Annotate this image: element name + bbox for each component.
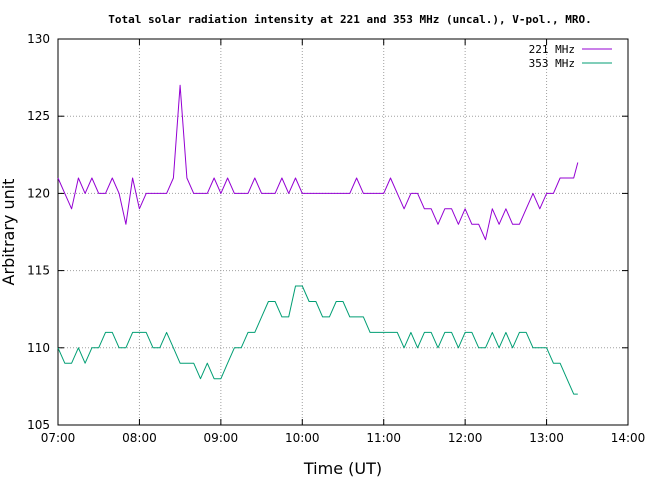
axis-ticks: 07:00 08:00 09:00 10:00 11:00 12:00 13:00 14:00…	[27, 32, 645, 445]
x-tick-label: 10:00	[285, 431, 320, 445]
x-tick-label: 07:00	[41, 431, 76, 445]
legend-label-353: 353 MHz	[529, 57, 575, 70]
series-layer	[57, 84, 579, 395]
y-tick-label: 125	[27, 109, 50, 123]
x-tick-label: 12:00	[448, 431, 483, 445]
grid	[58, 39, 628, 425]
x-tick-label: 14:00	[611, 431, 646, 445]
y-tick-label: 105	[27, 418, 50, 432]
legend-label-221: 221 MHz	[529, 43, 575, 56]
y-tick-label: 110	[27, 341, 50, 355]
x-tick-label: 13:00	[529, 431, 564, 445]
legend: 221 MHz 353 MHz	[529, 43, 612, 70]
x-tick-label: 08:00	[122, 431, 157, 445]
plot-frame	[57, 38, 629, 426]
y-tick-label: 115	[27, 264, 50, 278]
x-tick-label: 09:00	[204, 431, 239, 445]
series-line-353-mhz	[57, 285, 578, 395]
y-axis-label: Arbitrary unit	[0, 179, 18, 286]
x-tick-label: 11:00	[366, 431, 401, 445]
y-tick-label: 130	[27, 32, 50, 46]
y-tick-label: 120	[27, 186, 50, 200]
chart-title: Total solar radiation intensity at 221 a…	[108, 13, 591, 26]
x-axis-label: Time (UT)	[303, 459, 382, 478]
series-line-221-mhz	[57, 84, 579, 241]
